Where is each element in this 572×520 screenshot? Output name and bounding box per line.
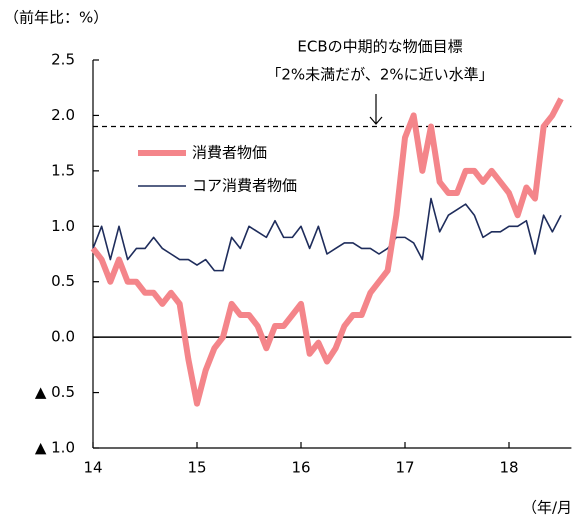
y-tick-label: 1.5 [51, 161, 75, 179]
legend-label: コア消費者物価 [192, 177, 297, 195]
y-tick-label: 0.5 [51, 272, 75, 290]
y-tick-label: ▲ 0.5 [35, 383, 75, 401]
x-tick-label: 18 [499, 459, 518, 477]
x-tick-label: 17 [395, 459, 414, 477]
y-tick-label: 2.0 [51, 106, 75, 124]
y-tick-label: ▲ 1.0 [35, 439, 75, 457]
x-axis-label: （年/月 [522, 499, 572, 517]
x-tick-label: 16 [291, 459, 310, 477]
legend-label: 消費者物価 [192, 144, 267, 162]
y-tick-label: 2.5 [51, 51, 75, 69]
series-line [92, 197, 562, 272]
series-line [90, 97, 564, 407]
x-tick-label: 15 [187, 459, 206, 477]
annotation: ECBの中期的な物価目標 [297, 38, 462, 56]
y-tick-label: 1.0 [51, 217, 75, 235]
annotation: 「2%未満だが、2%に近い水準」 [266, 66, 493, 84]
y-axis-label: （前年比：%） [4, 9, 108, 27]
y-tick-label: 0.0 [51, 328, 75, 346]
annotation-arrow-head [369, 116, 383, 125]
x-tick-label: 14 [83, 459, 102, 477]
